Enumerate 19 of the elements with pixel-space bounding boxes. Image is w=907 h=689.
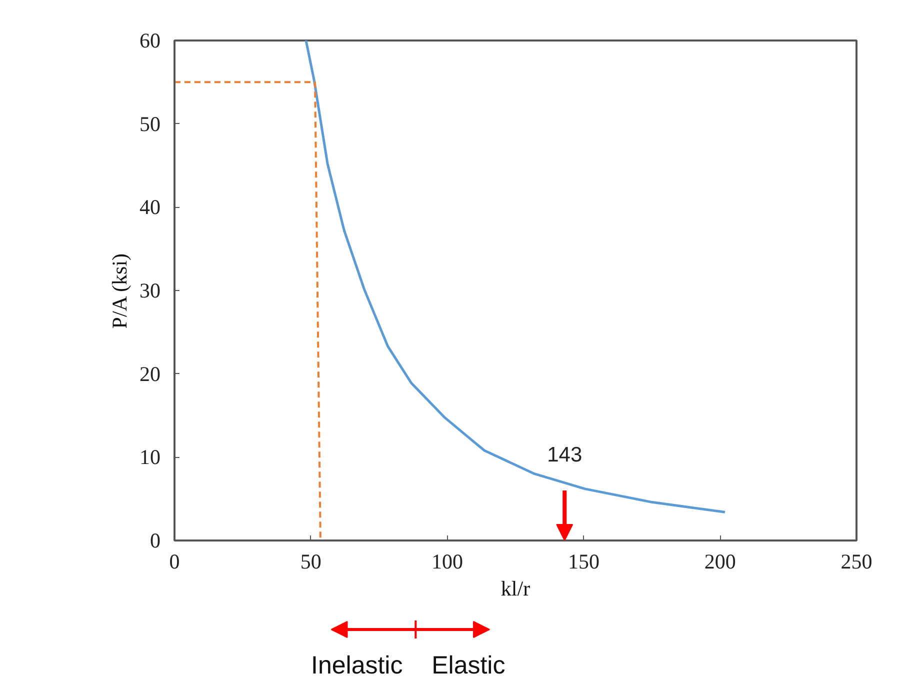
text: Elastic [432,652,506,680]
x-tick-label: 200 [704,550,736,574]
text: Inelastic [311,652,403,680]
x-axis-title: kl/r [500,576,530,600]
annotation: 143 [547,443,582,466]
y-tick-label: 40 [140,195,160,220]
y-tick-label: 50 [140,112,160,136]
y-tick-label: 30 [140,278,160,302]
x-tick-label: 50 [300,550,322,574]
y-tick-label: 0 [150,528,160,552]
x-tick-label: 150 [568,550,600,574]
y-tick-label: 10 [140,445,160,470]
x-tick-label: 100 [432,550,464,574]
y-axis-title: P/A (ksi) [108,253,132,329]
y-tick-label: 20 [140,362,160,386]
x-tick-label: 250 [840,550,872,574]
x-tick-label: 0 [169,550,180,574]
line-series [304,40,726,514]
y-tick-label: 60 [140,28,160,52]
